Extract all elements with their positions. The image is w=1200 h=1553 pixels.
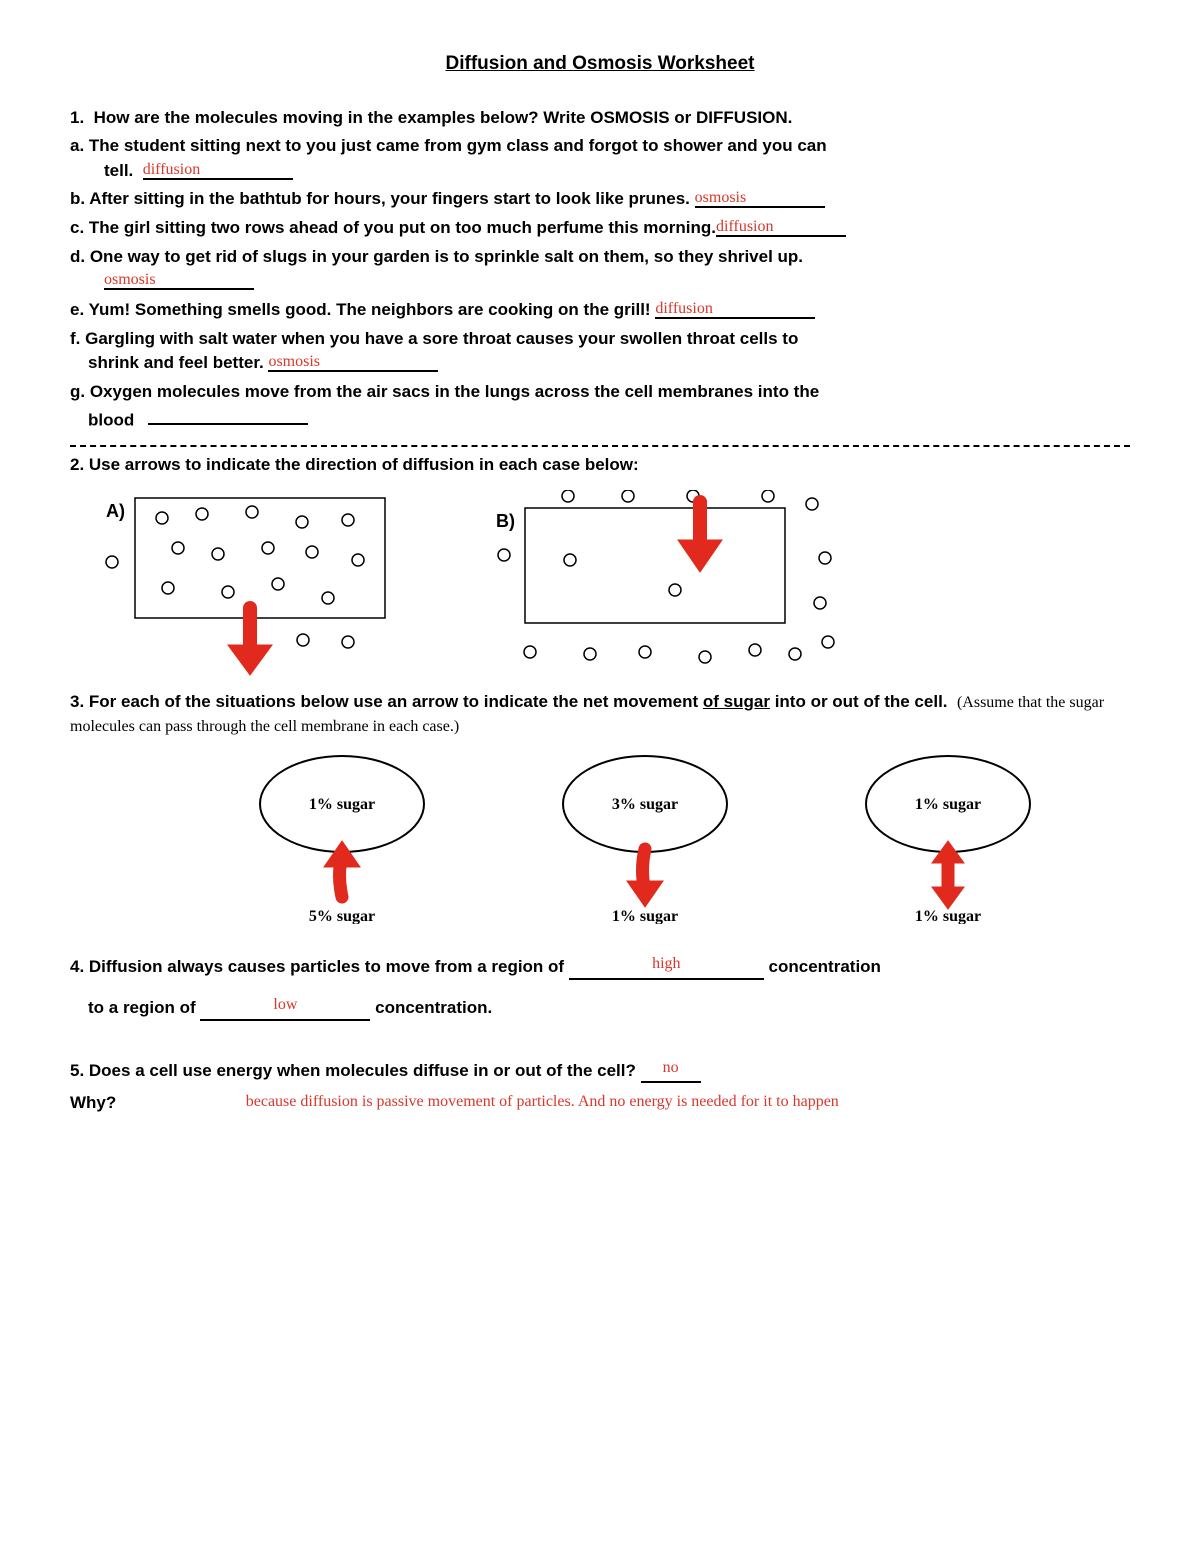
q1d: d. One way to get rid of slugs in your g…: [70, 245, 1130, 294]
q3-text-a: 3. For each of the situations below use …: [70, 692, 703, 711]
q1f: f. Gargling with salt water when you hav…: [70, 327, 1130, 376]
q1g: g. Oxygen molecules move from the air sa…: [70, 380, 1130, 433]
q1a-answer: diffusion: [143, 161, 200, 178]
diagram-b-label: B): [496, 508, 515, 534]
q1c: c. The girl sitting two rows ahead of yo…: [70, 216, 1130, 241]
q3-text-c: into or out of the cell.: [770, 692, 948, 711]
q1c-answer: diffusion: [716, 218, 773, 235]
svg-text:1% sugar: 1% sugar: [612, 908, 678, 924]
diagram-a: A): [100, 490, 430, 680]
q1f-answer: osmosis: [268, 353, 320, 370]
q5-why-label: Why?: [70, 1093, 116, 1112]
cell-diagram: 1% sugar 1% sugar: [858, 749, 1038, 932]
worksheet-title: Diffusion and Osmosis Worksheet: [70, 50, 1130, 78]
q1e: e. Yum! Something smells good. The neigh…: [70, 298, 1130, 323]
svg-text:1% sugar: 1% sugar: [915, 796, 981, 813]
svg-text:3% sugar: 3% sugar: [612, 796, 678, 813]
q1e-answer: diffusion: [655, 300, 712, 317]
q3-prompt: 3. For each of the situations below use …: [70, 690, 1130, 739]
q1b: b. After sitting in the bathtub for hour…: [70, 187, 1130, 212]
cells-row: 1% sugar 5% sugar 3% sugar 1% sugar 1% s…: [190, 749, 1100, 932]
q4-text-a: 4. Diffusion always causes particles to …: [70, 957, 569, 976]
q2-prompt: 2. Use arrows to indicate the direction …: [70, 453, 1130, 478]
q4-ans-a: high: [652, 955, 680, 972]
cell-diagram: 1% sugar 5% sugar: [252, 749, 432, 932]
diagram-a-label: A): [106, 498, 125, 524]
section-divider: [70, 445, 1130, 447]
svg-text:1% sugar: 1% sugar: [915, 908, 981, 924]
q5-ans: no: [663, 1059, 679, 1076]
q3-text-b: of sugar: [703, 692, 770, 711]
cell-diagram: 3% sugar 1% sugar: [555, 749, 735, 932]
q4: 4. Diffusion always causes particles to …: [70, 953, 1130, 1020]
q1b-answer: osmosis: [695, 189, 747, 206]
q1-prompt: 1. How are the molecules moving in the e…: [70, 106, 1130, 131]
q1d-answer: osmosis: [104, 271, 156, 288]
diagram-b: B): [490, 490, 850, 680]
q5-why-answer: because diffusion is passive movement of…: [246, 1093, 839, 1110]
q5: 5. Does a cell use energy when molecules…: [70, 1057, 1130, 1116]
svg-text:5% sugar: 5% sugar: [309, 908, 375, 924]
q4-ans-b: low: [273, 996, 297, 1013]
q5-text: 5. Does a cell use energy when molecules…: [70, 1061, 636, 1080]
svg-text:1% sugar: 1% sugar: [309, 796, 375, 813]
q1a: a. The student sitting next to you just …: [70, 134, 1130, 183]
